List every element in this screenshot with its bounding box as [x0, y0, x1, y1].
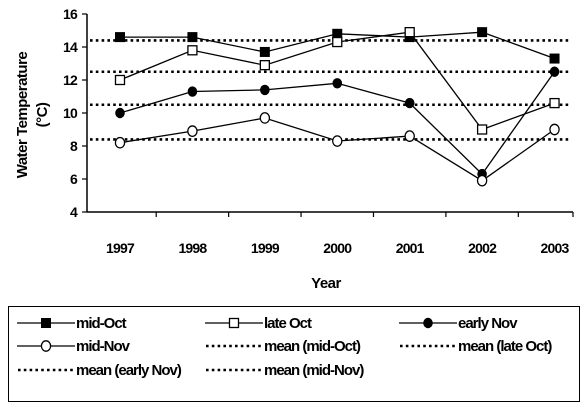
- y-tick-label: 12: [63, 72, 78, 88]
- data-point: [404, 130, 415, 142]
- x-tick-label: 2002: [468, 240, 497, 256]
- legend-swatch: [399, 317, 457, 329]
- x-tick-label: 1997: [106, 240, 135, 256]
- legend-swatch: [206, 368, 262, 372]
- data-point: [187, 32, 198, 43]
- data-point: [114, 74, 126, 86]
- y-tick-label: 6: [70, 171, 78, 187]
- legend-swatch: [18, 368, 74, 372]
- legend-label: late Oct: [264, 314, 312, 332]
- data-point: [332, 28, 343, 39]
- legend-item: early Nov: [399, 311, 518, 335]
- y-axis-title: Water Temperature (°C): [14, 52, 51, 179]
- legend-swatch: [17, 340, 75, 352]
- legend-swatch: [17, 318, 75, 328]
- legend-swatch: [205, 317, 263, 329]
- y-axis-title-line-1: Water Temperature: [14, 52, 31, 179]
- y-axis-title-line-2: (°C): [34, 102, 51, 127]
- legend-item: late Oct: [205, 311, 312, 335]
- x-axis-title: Year: [311, 275, 341, 292]
- data-point: [332, 36, 343, 48]
- y-tick-label: 14: [63, 39, 78, 55]
- data-point: [404, 97, 415, 109]
- legend-label: mid-Oct: [76, 314, 127, 332]
- legend-item: mid-Nov: [17, 334, 130, 358]
- data-point: [549, 97, 560, 109]
- y-tick-label: 10: [63, 105, 78, 121]
- legend-label: mean (early Nov): [76, 361, 182, 379]
- y-tick-label: 16: [63, 6, 78, 22]
- legend-label: mean (mid-Nov): [264, 361, 364, 379]
- plot-area: 4 6 8 10 12 14 16 1997 1998 1999 2000 2001 2002 2003: [63, 6, 574, 256]
- legend-marker: [40, 340, 52, 352]
- y-tick-label: 8: [70, 138, 78, 154]
- legend-swatch: [206, 344, 262, 348]
- legend-item: mean (mid-Nov): [205, 358, 364, 382]
- legend-label: mid-Nov: [76, 337, 130, 355]
- x-tick-label: 1998: [178, 240, 207, 256]
- data-point: [187, 86, 198, 97]
- legend-label: mean (late Oct): [458, 337, 552, 355]
- data-point: [115, 32, 125, 43]
- data-point: [332, 78, 343, 89]
- legend: mid-Oct late Oct early Nov mid-Nov mean (mid…: [8, 306, 580, 402]
- data-point: [114, 136, 126, 149]
- legend-marker: [228, 317, 240, 329]
- data-point: [549, 66, 560, 77]
- data-point: [476, 124, 488, 135]
- data-point: [260, 84, 270, 96]
- data-point: [187, 45, 198, 56]
- legend-item: mean (late Oct): [399, 334, 552, 358]
- data-point: [332, 135, 343, 147]
- data-point: [477, 27, 488, 38]
- x-tick-label: 2001: [396, 240, 425, 256]
- x-tick-label: 2003: [541, 240, 570, 256]
- legend-swatch: [400, 344, 456, 348]
- data-point: [549, 53, 560, 64]
- legend-label: early Nov: [458, 314, 518, 332]
- y-tick-label: 4: [70, 204, 78, 220]
- x-tick-label: 1999: [251, 240, 280, 256]
- line-chart: Water Temperature (°C) Year 4 6 8 10 12 14 16 1…: [14, 6, 574, 292]
- data-point: [259, 60, 270, 71]
- legend-label: mean (mid-Oct): [264, 337, 361, 355]
- x-tick-label: 2000: [323, 240, 352, 256]
- data-point: [549, 123, 560, 136]
- legend-marker: [423, 317, 433, 329]
- legend-item: mid-Oct: [17, 311, 127, 335]
- legend-item: mean (mid-Oct): [205, 334, 361, 358]
- data-point: [259, 46, 270, 57]
- data-point: [404, 26, 415, 38]
- legend-marker: [41, 318, 51, 328]
- data-point: [476, 174, 488, 187]
- data-point: [187, 125, 198, 137]
- legend-item: mean (early Nov): [17, 358, 182, 382]
- data-point: [115, 107, 125, 119]
- data-point: [259, 112, 271, 124]
